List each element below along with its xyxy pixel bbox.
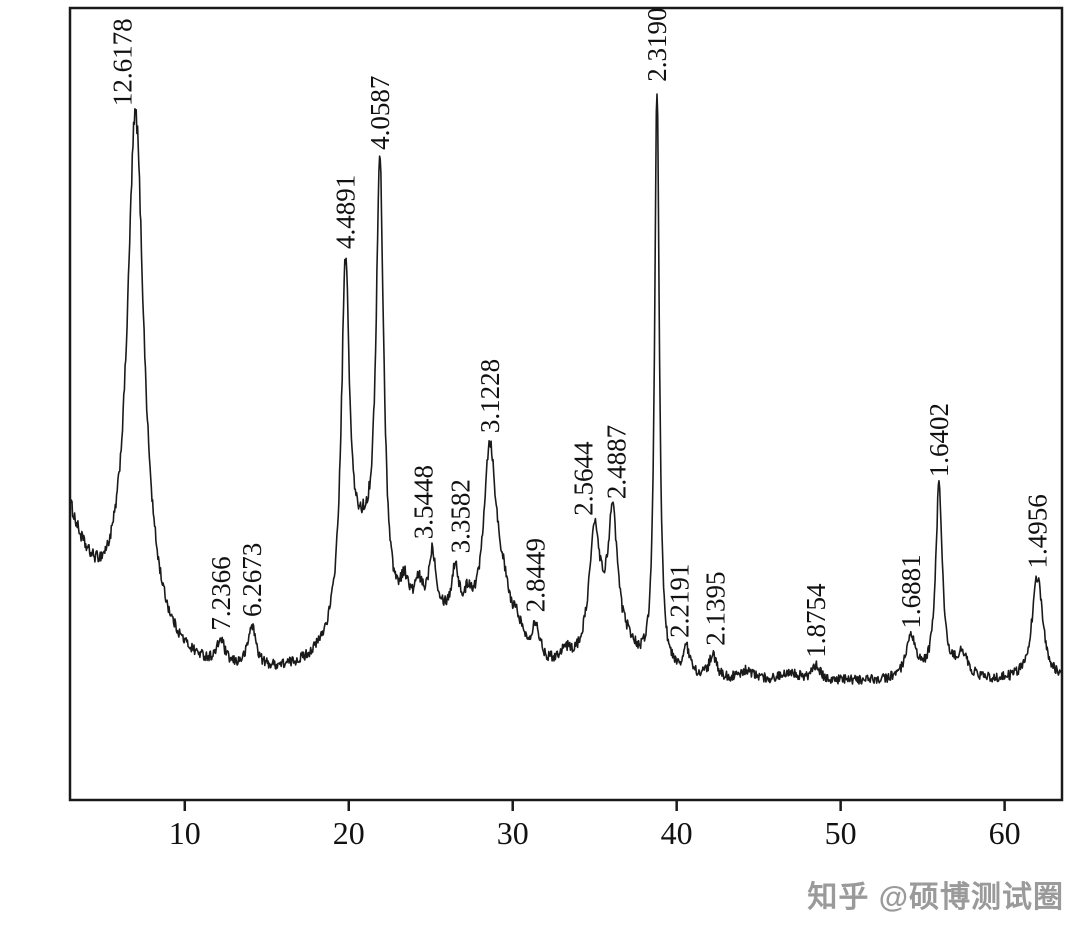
x-tick-label: 10 <box>169 815 201 851</box>
x-tick-label: 30 <box>497 815 529 851</box>
peak-label: 2.8449 <box>521 538 551 612</box>
peak-label: 1.6881 <box>896 554 926 628</box>
peak-label: 1.4956 <box>1022 494 1052 568</box>
peak-label: 3.3582 <box>445 479 475 553</box>
peak-label: 6.2673 <box>237 543 267 617</box>
peak-label: 3.1228 <box>475 359 505 433</box>
x-tick-label: 60 <box>989 815 1021 851</box>
peak-label: 1.6402 <box>924 403 954 477</box>
watermark: 知乎 @硕博测试圈 <box>807 881 1064 914</box>
peak-label: 4.4891 <box>330 175 360 249</box>
peak-label: 12.6178 <box>108 18 138 106</box>
peak-label: 3.5448 <box>408 465 438 539</box>
peak-label: 7.2366 <box>206 556 236 630</box>
xrd-trace <box>69 93 1063 685</box>
peak-label: 2.1395 <box>701 572 731 646</box>
x-tick-label: 50 <box>825 815 857 851</box>
x-tick-label: 20 <box>333 815 365 851</box>
peak-label: 2.4887 <box>602 425 632 499</box>
peak-label: 4.0587 <box>365 76 395 150</box>
x-tick-label: 40 <box>661 815 693 851</box>
plot-frame <box>68 6 1064 802</box>
peak-label: 2.3190 <box>642 7 672 81</box>
peak-label: 2.2191 <box>665 564 695 638</box>
peak-label: 2.5644 <box>569 441 599 516</box>
peak-label: 1.8754 <box>801 583 831 658</box>
